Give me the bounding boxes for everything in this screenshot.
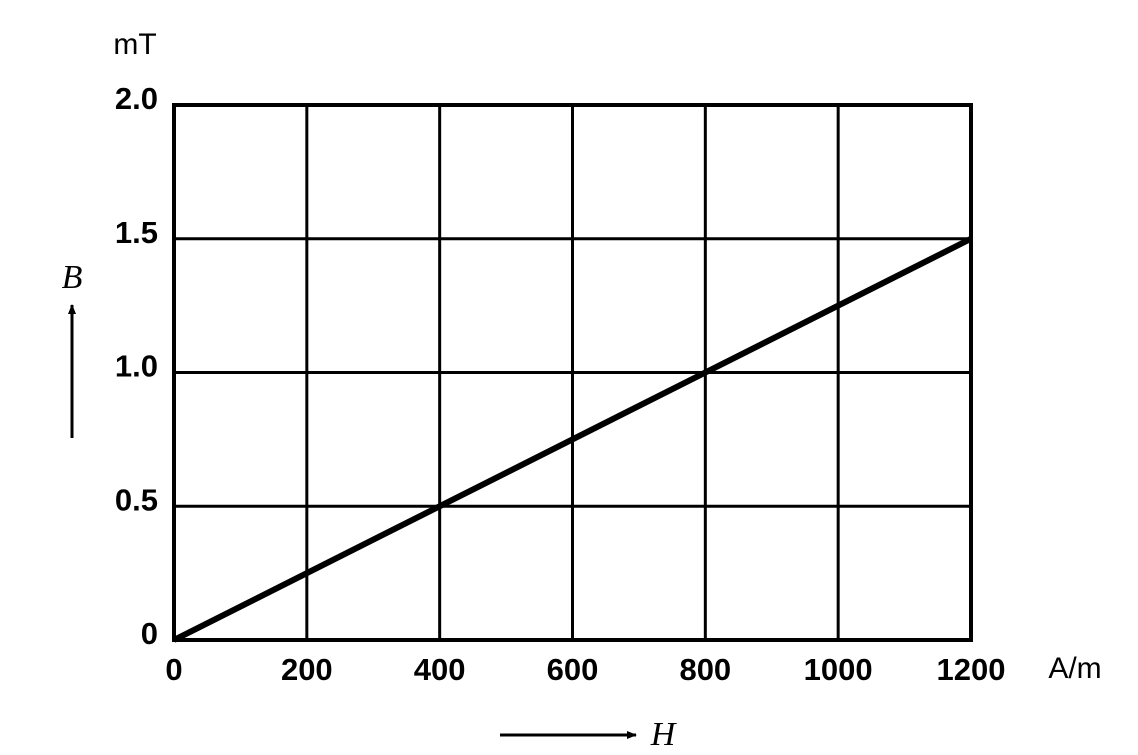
y-unit: mT (113, 28, 156, 61)
y-tick-label: 0 (141, 616, 158, 651)
x-tick-label: 200 (281, 652, 333, 687)
plot-border (172, 103, 973, 642)
x-tick-label: 1200 (937, 652, 1006, 687)
y-axis-label: B (62, 259, 83, 296)
x-axis-label: H (650, 716, 678, 753)
y-tick-label: 2.0 (115, 81, 158, 116)
y-tick-label: 0.5 (115, 482, 158, 517)
x-tick-label: 0 (165, 652, 182, 687)
x-tick-label: 400 (414, 652, 466, 687)
y-tick-label: 1.0 (115, 349, 158, 384)
y-tick-label: 1.5 (115, 215, 158, 250)
x-unit: A/m (1048, 652, 1101, 685)
x-tick-label: 1000 (804, 652, 873, 687)
x-tick-label: 600 (547, 652, 599, 687)
data-line (172, 236, 973, 643)
x-tick-label: 800 (679, 652, 731, 687)
